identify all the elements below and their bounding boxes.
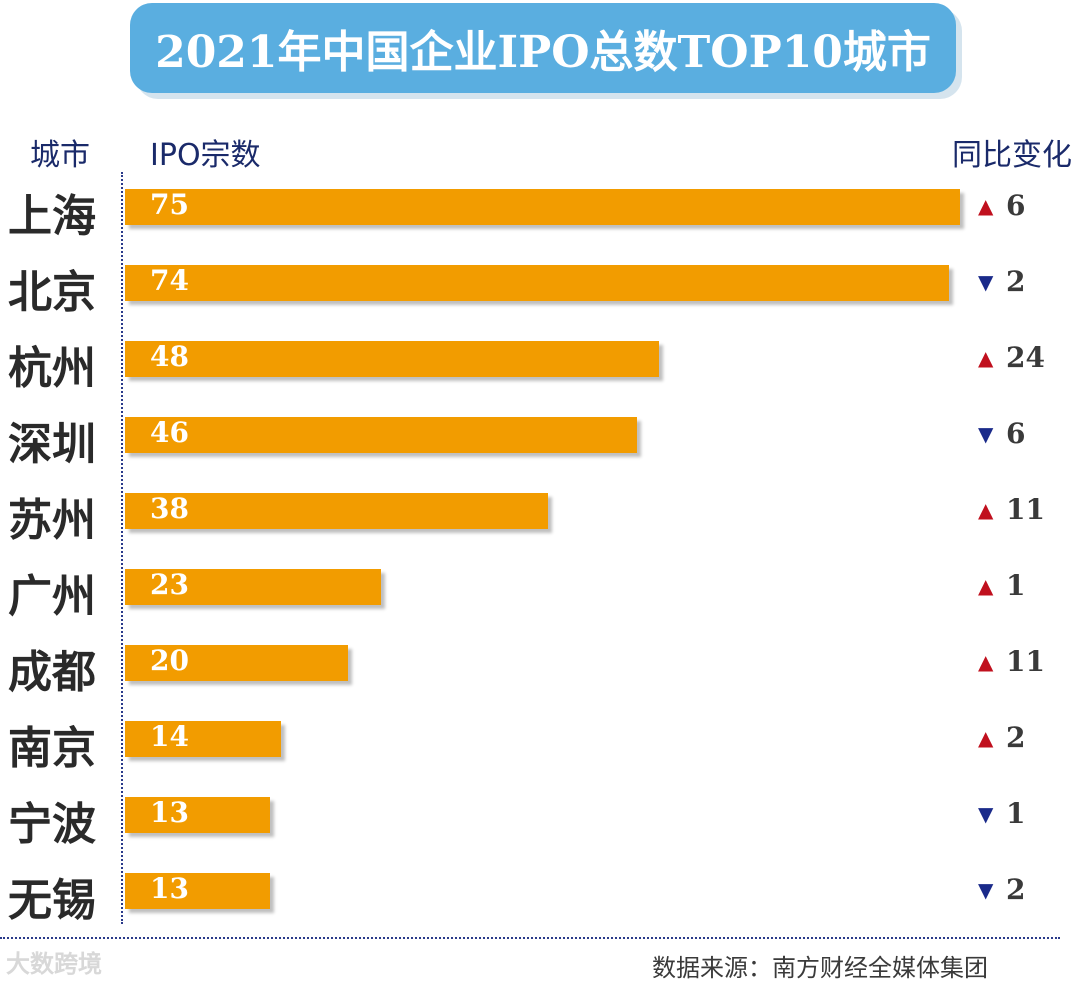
bar xyxy=(125,265,949,301)
bar-value-label: 48 xyxy=(150,340,189,373)
title-banner: 2021年中国企业IPO总数TOP10城市 xyxy=(130,3,956,93)
bar-row: 广州 23 ▲ 1 xyxy=(0,552,1080,622)
bar xyxy=(125,569,381,605)
change-value-label: 6 xyxy=(1006,417,1026,450)
arrow-down-icon: ▼ xyxy=(978,422,994,446)
city-label: 宁波 xyxy=(8,799,96,850)
bar-value-label: 20 xyxy=(150,644,189,677)
city-label: 广州 xyxy=(8,571,96,622)
bar-row: 无锡 13 ▼ 2 xyxy=(0,856,1080,926)
header-city: 城市 xyxy=(30,138,90,173)
arrow-down-icon: ▼ xyxy=(978,270,994,294)
city-label: 上海 xyxy=(8,191,96,242)
bar-value-label: 13 xyxy=(150,796,189,829)
change-value-label: 11 xyxy=(1006,645,1045,678)
city-label: 苏州 xyxy=(8,495,96,546)
city-label: 杭州 xyxy=(8,343,96,394)
bar-value-label: 23 xyxy=(150,568,189,601)
bar xyxy=(125,341,659,377)
arrow-up-icon: ▲ xyxy=(978,346,994,370)
bar-row: 上海 75 ▲ 6 xyxy=(0,172,1080,242)
bar xyxy=(125,493,548,529)
change-value-label: 6 xyxy=(1006,189,1026,222)
bar-row: 北京 74 ▼ 2 xyxy=(0,248,1080,318)
arrow-up-icon: ▲ xyxy=(978,726,994,750)
bar-row: 宁波 13 ▼ 1 xyxy=(0,780,1080,850)
bar xyxy=(125,873,270,909)
bar-row: 深圳 46 ▼ 6 xyxy=(0,400,1080,470)
city-label: 无锡 xyxy=(8,875,96,926)
bar xyxy=(125,797,270,833)
change-value-label: 2 xyxy=(1006,721,1026,754)
city-label: 深圳 xyxy=(8,419,96,470)
city-label: 南京 xyxy=(8,723,96,774)
bar-value-label: 75 xyxy=(150,188,189,221)
bar xyxy=(125,189,960,225)
bar-row: 苏州 38 ▲ 11 xyxy=(0,476,1080,546)
chart-title: 2021年中国企业IPO总数TOP10城市 xyxy=(155,27,931,78)
bar xyxy=(125,721,281,757)
arrow-up-icon: ▲ xyxy=(978,650,994,674)
change-value-label: 2 xyxy=(1006,265,1026,298)
bar xyxy=(125,417,637,453)
bottom-divider xyxy=(0,937,1060,939)
bar-value-label: 14 xyxy=(150,720,189,753)
axis-line xyxy=(121,172,123,924)
header-ipo-count: IPO宗数 xyxy=(150,138,261,173)
arrow-up-icon: ▲ xyxy=(978,194,994,218)
arrow-up-icon: ▲ xyxy=(978,574,994,598)
change-value-label: 1 xyxy=(1006,569,1026,602)
arrow-up-icon: ▲ xyxy=(978,498,994,522)
bar-value-label: 38 xyxy=(150,492,189,525)
change-value-label: 2 xyxy=(1006,873,1026,906)
arrow-down-icon: ▼ xyxy=(978,802,994,826)
arrow-down-icon: ▼ xyxy=(978,878,994,902)
watermark-logo: 大数跨境 xyxy=(6,950,102,978)
bar-value-label: 13 xyxy=(150,872,189,905)
bar-row: 南京 14 ▲ 2 xyxy=(0,704,1080,774)
data-source: 数据来源：南方财经全媒体集团 xyxy=(652,954,988,982)
city-label: 成都 xyxy=(8,647,96,698)
change-value-label: 24 xyxy=(1006,341,1045,374)
change-value-label: 1 xyxy=(1006,797,1026,830)
bar xyxy=(125,645,348,681)
city-label: 北京 xyxy=(8,267,96,318)
change-value-label: 11 xyxy=(1006,493,1045,526)
bar-value-label: 74 xyxy=(150,264,189,297)
bar-row: 杭州 48 ▲ 24 xyxy=(0,324,1080,394)
bar-value-label: 46 xyxy=(150,416,189,449)
bar-row: 成都 20 ▲ 11 xyxy=(0,628,1080,698)
header-yoy-change: 同比变化 xyxy=(952,138,1072,173)
